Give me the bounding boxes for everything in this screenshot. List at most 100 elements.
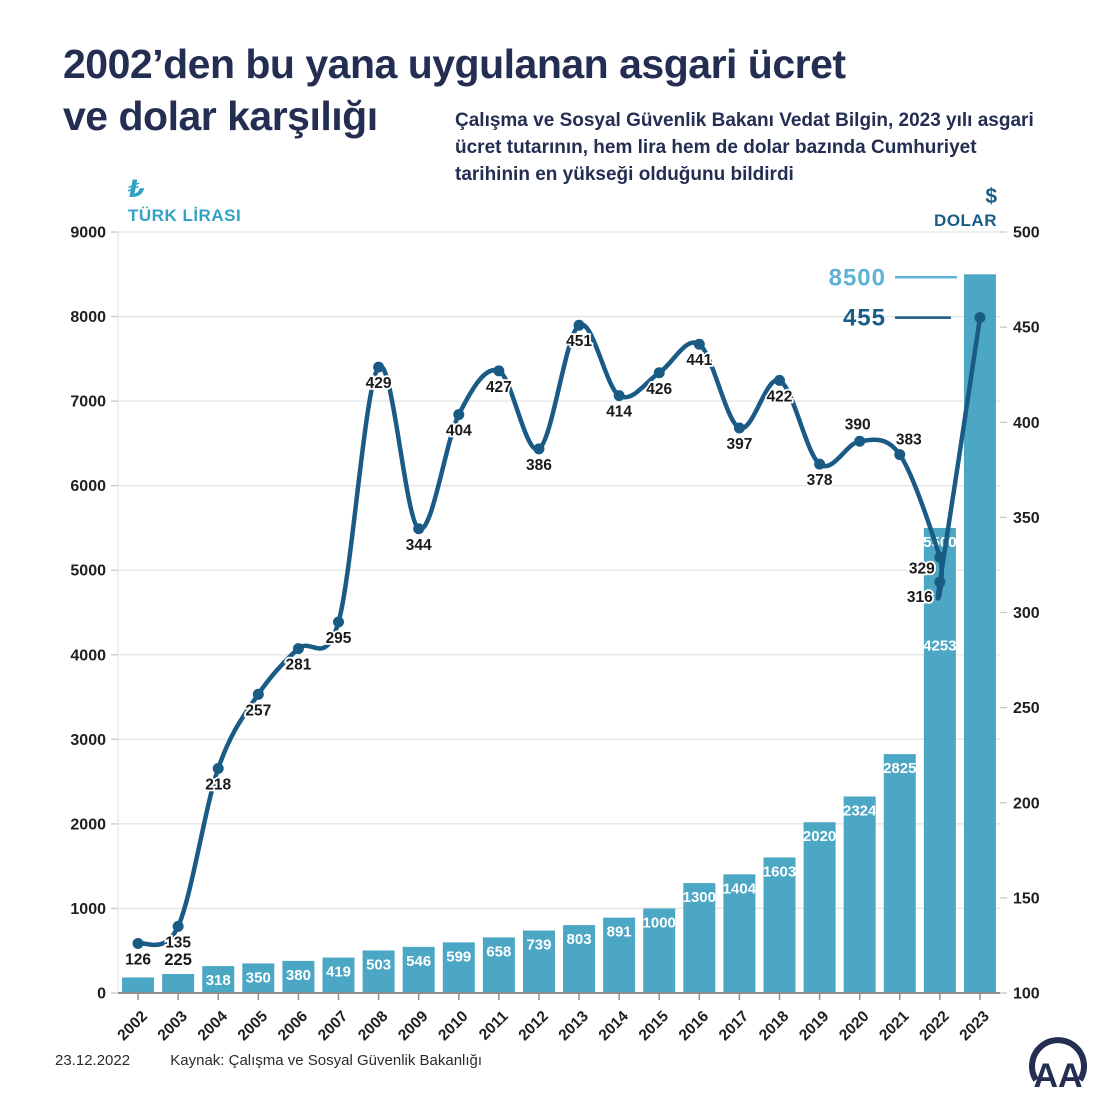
line-label-126: 126 <box>125 952 151 969</box>
title-line-2: ve dolar karşılığı <box>63 93 378 140</box>
left-tick-label-5000: 5000 <box>70 563 106 580</box>
x-label-2002: 2002 <box>114 1008 150 1044</box>
line-point-2015-426 <box>653 367 665 379</box>
bar-label-2015: 1000 <box>643 914 676 931</box>
line-label-257: 257 <box>245 702 271 719</box>
line-label-422: 422 <box>767 388 793 405</box>
x-label-2007: 2007 <box>315 1008 351 1044</box>
aa-agency-logo: AA <box>1029 1037 1087 1095</box>
line-point-2007-295 <box>333 616 344 628</box>
bar-label-2008: 503 <box>366 956 391 973</box>
right-axis-header: $ DOLAR <box>934 186 997 231</box>
line-point-2019-378 <box>814 458 826 470</box>
right-tick-label-500: 500 <box>1013 225 1040 242</box>
line-point-2009-344 <box>413 523 425 535</box>
bar-2014 <box>603 917 636 993</box>
x-label-2023: 2023 <box>956 1008 993 1045</box>
line-point-2011-427 <box>493 365 505 377</box>
line-label-451: 451 <box>566 333 592 350</box>
left-tick-label-3000: 3000 <box>70 732 106 749</box>
bar-2018 <box>763 857 796 993</box>
line-label-329: 329 <box>909 560 935 577</box>
x-label-2011: 2011 <box>476 1008 512 1044</box>
bar-label-2022: 5500 <box>923 534 956 551</box>
bar-2008 <box>362 950 395 993</box>
bar-2013 <box>563 925 596 993</box>
x-label-2012: 2012 <box>515 1008 551 1044</box>
x-label-2016: 2016 <box>676 1008 713 1045</box>
right-axis-title: DOLAR <box>934 211 997 230</box>
left-tick-label-0: 0 <box>97 986 106 1003</box>
x-label-2015: 2015 <box>636 1008 673 1045</box>
line-label-390: 390 <box>845 416 871 433</box>
page-subtitle: Çalışma ve Sosyal Güvenlik Bakanı Vedat … <box>455 110 1034 185</box>
x-label-2004: 2004 <box>195 1008 232 1045</box>
line-point-2013-451 <box>573 319 585 331</box>
line-label-281: 281 <box>285 657 311 674</box>
bar-2011 <box>482 937 515 993</box>
bar-2022 <box>923 527 956 993</box>
bar-label-2011: 658 <box>486 943 511 960</box>
bar-label-2014: 891 <box>607 924 632 941</box>
line-label-429: 429 <box>366 375 392 392</box>
bar-label-2013: 803 <box>567 931 592 948</box>
x-label-2005: 2005 <box>235 1008 272 1045</box>
bar-2004 <box>202 966 235 993</box>
bar-label-2007: 419 <box>326 964 351 981</box>
bar-label-2021: 2825 <box>883 760 916 777</box>
left-tick-label-2000: 2000 <box>70 816 106 833</box>
bar-label-2010: 599 <box>446 948 471 965</box>
line-label-386: 386 <box>526 457 552 474</box>
bar-label-2017: 1404 <box>723 880 757 897</box>
line-point-2021-383 <box>894 449 906 461</box>
line-point-2014-414 <box>613 390 625 402</box>
bar-label-2004: 318 <box>206 972 231 989</box>
line-point-2002-126 <box>132 938 144 950</box>
bar-label-2012: 739 <box>526 937 551 954</box>
line-label-344: 344 <box>406 537 432 554</box>
line-point-2017-397 <box>733 422 745 434</box>
line-point-2005-257 <box>252 688 264 700</box>
right-tick-label-100: 100 <box>1013 986 1040 1003</box>
left-tick-label-8000: 8000 <box>70 309 106 326</box>
line-point-2006-281 <box>292 643 304 655</box>
bar-2003 <box>162 973 195 993</box>
line-label-414: 414 <box>606 404 632 421</box>
x-label-2009: 2009 <box>395 1008 432 1045</box>
left-tick-label-7000: 7000 <box>70 394 106 411</box>
line-label-404: 404 <box>446 423 472 440</box>
bar-label-2005: 350 <box>246 969 271 986</box>
bar-2015 <box>643 908 676 993</box>
left-axis-title: TÜRK LİRASI <box>128 206 242 225</box>
bar-2010 <box>442 942 475 993</box>
line-point-2003-135 <box>172 920 184 932</box>
x-label-2021: 2021 <box>876 1008 913 1045</box>
bar-2017 <box>723 874 756 993</box>
left-tick-label-1000: 1000 <box>70 901 106 918</box>
bar-extra-label-2022: 4253 <box>923 637 956 654</box>
line-label-397: 397 <box>726 436 752 453</box>
line-point-2008-429 <box>373 361 385 373</box>
bar-2021 <box>883 754 916 993</box>
bar-2009 <box>402 946 435 993</box>
title-line-1: 2002’den bu yana uygulanan asgari ücret <box>63 41 846 87</box>
right-tick-label-250: 250 <box>1013 700 1040 717</box>
bar-2016 <box>683 883 716 993</box>
bar-2012 <box>522 930 555 993</box>
line-point-2020-390 <box>854 435 866 447</box>
line-point-2010-404 <box>453 409 465 421</box>
line-label-218: 218 <box>205 777 231 794</box>
callout-label-8500: 8500 <box>829 264 886 291</box>
line-label-378: 378 <box>807 472 833 489</box>
left-tick-label-9000: 9000 <box>70 225 106 242</box>
x-label-2013: 2013 <box>555 1008 592 1045</box>
bar-label-2016: 1300 <box>683 889 716 906</box>
x-label-2014: 2014 <box>596 1008 633 1045</box>
line-point-2012-386 <box>533 443 545 455</box>
footer-source: Kaynak: Çalışma ve Sosyal Güvenlik Bakan… <box>170 1052 483 1069</box>
x-label-2022: 2022 <box>916 1008 952 1044</box>
x-label-2018: 2018 <box>756 1008 793 1045</box>
bar-label-2019: 2020 <box>803 828 836 845</box>
left-tick-label-6000: 6000 <box>70 478 106 495</box>
